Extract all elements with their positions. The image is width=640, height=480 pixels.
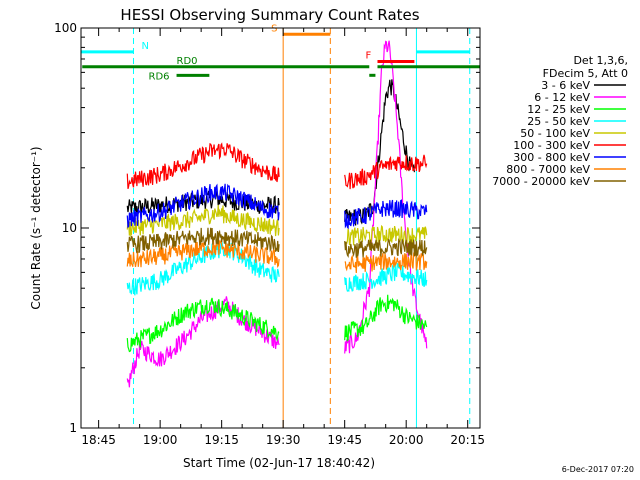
series-7-line-0 — [126, 238, 280, 268]
legend-label-4: 50 - 100 keV — [520, 127, 590, 140]
series-3-line-0 — [126, 240, 280, 296]
legend-label-3: 25 - 50 keV — [527, 115, 590, 128]
x-tick-label-1845: 18:45 — [81, 433, 116, 447]
footer-timestamp: 6-Dec-2017 07:20 — [561, 465, 634, 474]
legend-header-1: Det 1,3,6, — [573, 54, 628, 67]
x-tick-label-1945: 19:45 — [327, 433, 362, 447]
x-tick-label-2015: 20:15 — [450, 433, 485, 447]
y-tick-label-100: 100 — [54, 21, 77, 35]
series-3-line-1 — [344, 262, 428, 292]
x-tick-label-1930: 19:30 — [266, 433, 301, 447]
series-6 — [126, 183, 428, 230]
legend-label-0: 3 - 6 keV — [541, 79, 590, 92]
flag-rd6: RD6 — [149, 71, 376, 82]
flag-n: N — [81, 41, 470, 54]
series-5-line-0 — [126, 142, 280, 190]
series-5 — [126, 142, 428, 190]
series-3 — [126, 240, 428, 296]
flag-s: S — [271, 23, 331, 36]
series-6-line-1 — [344, 199, 428, 230]
legend-label-1: 6 - 12 keV — [534, 91, 590, 104]
series-4-line-0 — [126, 204, 280, 237]
series-8 — [126, 227, 428, 258]
flag-rd0: RD0 — [82, 56, 480, 69]
flag-f: F — [365, 50, 415, 63]
series-7-line-1 — [344, 251, 428, 274]
series-2-line-0 — [126, 297, 280, 353]
legend-label-8: 7000 - 20000 keV — [492, 175, 590, 188]
flag-label-rd0: RD0 — [177, 56, 198, 67]
series-6-line-0 — [126, 183, 280, 229]
x-tick-label-1915: 19:15 — [204, 433, 239, 447]
legend-label-6: 300 - 800 keV — [513, 151, 590, 164]
y-tick-label-1: 1 — [69, 421, 77, 435]
series-0-line-0 — [126, 190, 280, 215]
series-0 — [126, 79, 415, 226]
series-8-line-1 — [344, 237, 428, 258]
flag-label-rd6: RD6 — [149, 71, 170, 82]
series-8-line-0 — [126, 227, 280, 254]
plot-area: N S F RD0 RD6 — [80, 23, 480, 428]
x-tick-label-1900: 19:00 — [143, 433, 178, 447]
legend-label-5: 100 - 300 keV — [513, 139, 590, 152]
series-5-line-1 — [344, 154, 428, 190]
series-2 — [126, 294, 428, 353]
legend-header-2: FDecim 5, Att 0 — [543, 67, 628, 80]
y-axis-label: Count Rate (s⁻¹ detector⁻¹) — [29, 146, 43, 309]
x-axis-label: Start Time (02-Jun-17 18:40:42) — [183, 456, 375, 470]
flag-label-f: F — [365, 50, 371, 61]
legend-label-7: 800 - 7000 keV — [506, 163, 590, 176]
chart-title: HESSI Observing Summary Count Rates — [120, 6, 419, 24]
legend-label-2: 12 - 25 keV — [527, 103, 590, 116]
flag-label-n: N — [141, 41, 148, 52]
flag-label-s: S — [271, 23, 277, 34]
x-tick-label-2000: 20:00 — [389, 433, 424, 447]
axes: 18:45 19:00 19:15 19:30 19:45 20:00 20:15 1 10 10… — [54, 21, 485, 447]
y-tick-label-10: 10 — [62, 221, 77, 235]
series-7 — [126, 238, 428, 274]
series-2-line-1 — [344, 294, 428, 342]
